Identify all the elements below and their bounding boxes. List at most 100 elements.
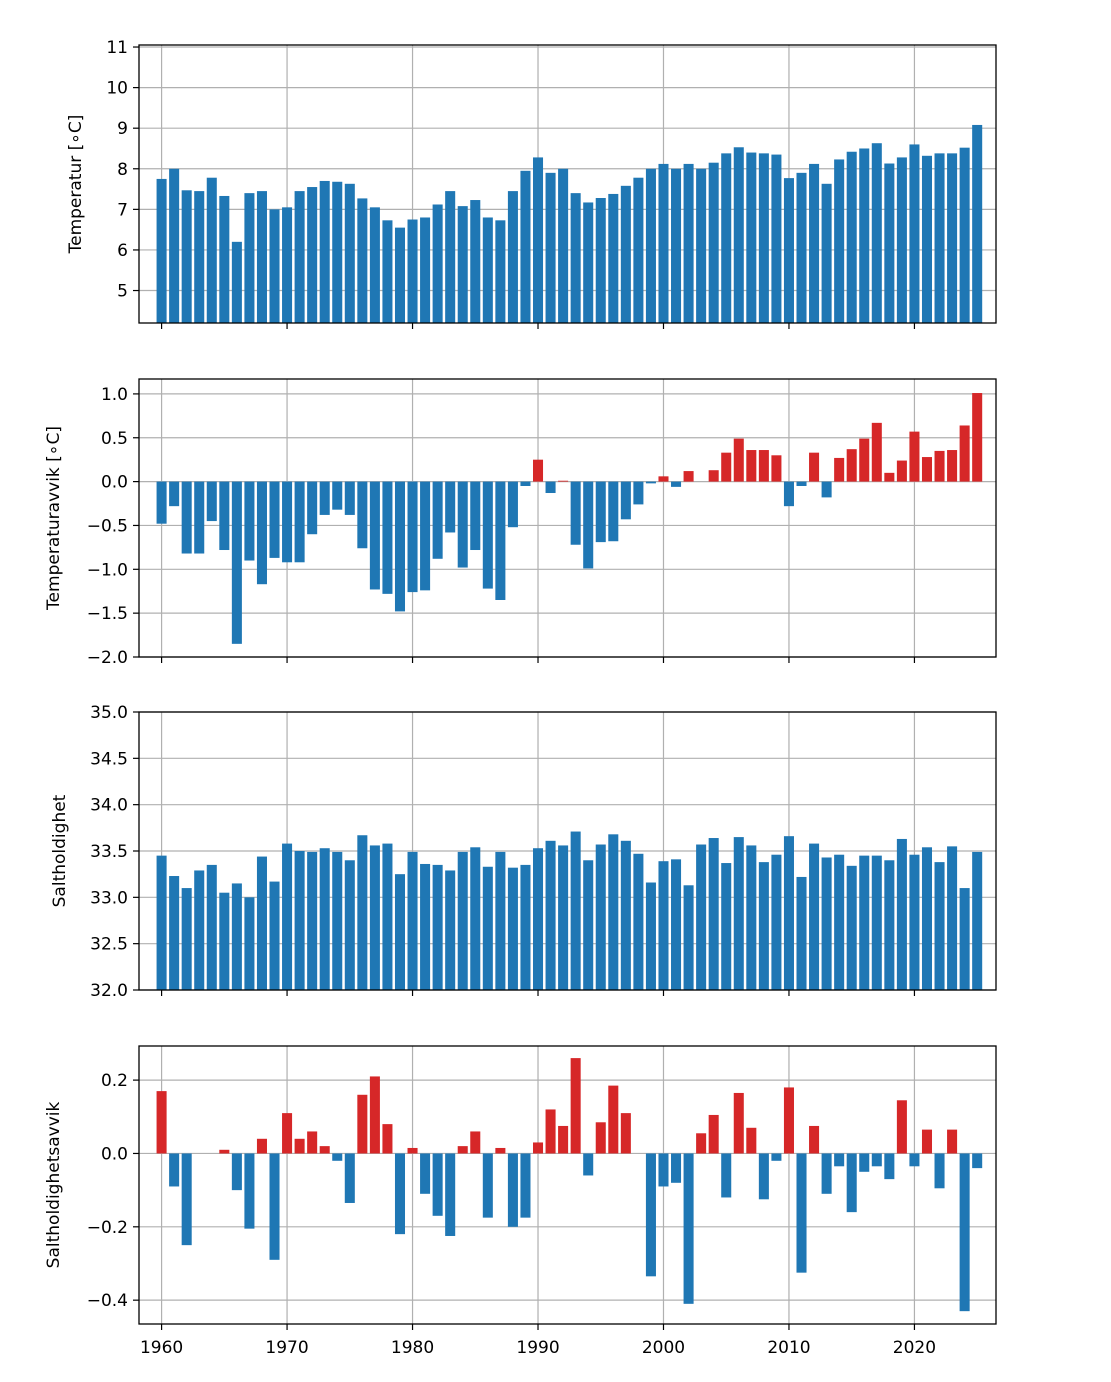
bar-2018 — [884, 860, 895, 990]
bar-2010 — [783, 1087, 794, 1154]
axes-frame — [138, 44, 997, 324]
bar-1989 — [520, 864, 531, 990]
bar-2002 — [683, 163, 694, 323]
bar-1967 — [244, 897, 255, 990]
bar-2013 — [821, 1153, 832, 1194]
bar-2016 — [859, 438, 870, 482]
bar-1979 — [394, 227, 406, 323]
bar-1982 — [432, 864, 443, 990]
bar-1969 — [269, 481, 280, 558]
bar-2015 — [846, 1153, 857, 1213]
bar-2012 — [809, 1125, 820, 1154]
bar-1966 — [231, 1153, 242, 1191]
axes-frame — [138, 378, 997, 658]
bar-1997 — [620, 1113, 631, 1154]
bar-2014 — [834, 854, 845, 990]
bar-2007 — [746, 1127, 757, 1154]
panel-3: 32.0 32.5 33.0 33.5 34.0 34.5 35.0 Saltholdighe… — [50, 703, 997, 1001]
y-tick-label: 34.5 — [90, 749, 128, 769]
y-tick-label: 0.5 — [101, 429, 128, 449]
bar-2021 — [921, 847, 933, 990]
bar-2009 — [771, 455, 782, 482]
bar-2020 — [909, 854, 920, 990]
bar-1996 — [608, 481, 619, 542]
bar-1998 — [633, 481, 644, 505]
bar-2023 — [947, 1129, 958, 1154]
bar-1981 — [420, 863, 431, 990]
bar-2025 — [972, 1153, 983, 1169]
bar-2017 — [871, 143, 882, 323]
bar-2016 — [859, 855, 870, 990]
bar-2019 — [896, 157, 907, 323]
bar-2024 — [959, 888, 970, 990]
bar-2007 — [746, 845, 757, 990]
bar-1977 — [369, 207, 380, 323]
bar-2022 — [934, 153, 945, 323]
y-tick-label: 35.0 — [90, 703, 128, 723]
bar-1961 — [169, 876, 180, 990]
bar-2023 — [947, 153, 958, 323]
bar-2016 — [859, 1153, 870, 1172]
bar-1994 — [583, 860, 594, 990]
y-tick-label: −1.5 — [87, 604, 128, 624]
bar-1969 — [269, 881, 280, 990]
y-tick-label: 6 — [117, 241, 128, 261]
bar-1960 — [156, 1091, 167, 1154]
bar-2011 — [796, 876, 807, 990]
bar-1983 — [445, 870, 456, 990]
bar-1979 — [394, 481, 406, 612]
bar-1982 — [432, 1153, 443, 1216]
bar-2023 — [947, 846, 958, 990]
bar-2009 — [771, 1153, 782, 1161]
bar-2024 — [959, 147, 970, 323]
bar-1999 — [645, 882, 656, 990]
bar-1973 — [319, 180, 330, 323]
bar-2011 — [796, 172, 807, 323]
bar-1970 — [282, 1113, 293, 1154]
bar-1990 — [532, 1142, 544, 1154]
y-axis-label: Saltholdighet — [50, 794, 70, 907]
bar-1990 — [532, 848, 544, 990]
bar-2007 — [746, 152, 757, 323]
bar-2025 — [972, 851, 983, 990]
bar-2023 — [947, 450, 958, 482]
bar-2001 — [671, 859, 682, 990]
bar-2004 — [708, 162, 719, 323]
bar-2008 — [758, 862, 769, 990]
bar-1980 — [407, 219, 418, 323]
bar-2025 — [972, 393, 983, 482]
bar-2017 — [871, 855, 882, 990]
bar-1976 — [357, 198, 368, 323]
bar-1987 — [495, 220, 506, 323]
bar-1986 — [482, 481, 493, 589]
bar-1967 — [244, 193, 255, 323]
bar-2021 — [921, 457, 933, 482]
bar-1968 — [256, 191, 267, 323]
bar-2010 — [783, 178, 794, 323]
bar-2005 — [721, 863, 732, 990]
bar-1971 — [294, 481, 305, 563]
x-tick-label: 2000 — [642, 1338, 685, 1358]
bar-2010 — [783, 836, 794, 990]
bar-1996 — [608, 193, 619, 323]
bar-1970 — [282, 207, 293, 323]
bar-2006 — [733, 147, 744, 323]
bar-1974 — [332, 481, 343, 510]
y-tick-label: 7 — [117, 200, 128, 220]
bar-1993 — [570, 193, 581, 323]
bar-1971 — [294, 851, 305, 990]
bar-1968 — [256, 856, 267, 990]
bar-1972 — [307, 187, 318, 323]
panel-2: −2.0 −1.5 −1.0 −0.5 0.0 0.5 1.0 Temperaturavvik… — [44, 378, 997, 668]
bar-2004 — [708, 1114, 719, 1154]
bar-2019 — [896, 838, 907, 990]
bar-1985 — [470, 1131, 481, 1154]
bar-1962 — [181, 888, 192, 990]
bar-1995 — [595, 1122, 606, 1154]
bar-2020 — [909, 144, 920, 323]
bar-2005 — [721, 153, 732, 323]
bar-1969 — [269, 1153, 280, 1260]
bar-2002 — [683, 471, 694, 482]
bar-2019 — [896, 1100, 907, 1154]
bar-2012 — [809, 452, 820, 482]
